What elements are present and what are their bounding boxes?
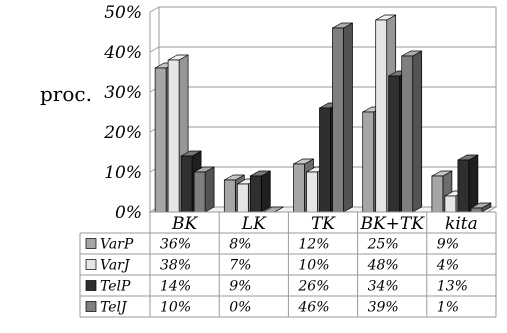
bar-TelJ-TK — [332, 27, 344, 213]
data-label: 0% — [229, 300, 251, 316]
bar-VarP-BK+TK — [362, 111, 375, 213]
x-tick-label: kita — [445, 214, 478, 234]
data-label: 13% — [437, 279, 468, 295]
bar-VarJ-kita — [444, 195, 457, 213]
y-tick-label: 30% — [104, 83, 142, 103]
legend-label: VarJ — [100, 258, 131, 274]
bar-TelP-TK — [319, 107, 331, 213]
data-label: 39% — [368, 300, 399, 316]
x-tick-label: BK — [171, 214, 198, 234]
y-tick-label: 0% — [115, 203, 142, 223]
bar-VarP-BK — [154, 67, 167, 213]
bar-TelJ-BK+TK — [401, 55, 414, 213]
data-label: 9% — [229, 279, 251, 295]
bar-TelP-LK — [249, 175, 262, 213]
x-tick-label: LK — [241, 214, 267, 234]
bar-VarP-TK — [293, 163, 305, 213]
bar-side-TelP — [468, 154, 479, 213]
legend-swatch-TelP — [85, 280, 97, 291]
y-tick-label: 40% — [103, 43, 142, 63]
bar-VarJ-TK — [306, 171, 318, 213]
y-tick-label: 50% — [104, 3, 142, 23]
data-label: 1% — [437, 300, 459, 316]
data-label: 8% — [229, 237, 251, 253]
x-tick-label: BK+TK — [359, 214, 425, 234]
data-label: 38% — [160, 258, 191, 274]
bar-VarP-LK — [223, 179, 236, 213]
legend-swatch-VarJ — [85, 259, 97, 270]
bar-TelJ-BK — [193, 171, 206, 213]
data-label: 14% — [160, 279, 191, 295]
bar-side-TelJ — [204, 166, 215, 213]
data-label: 10% — [160, 300, 191, 316]
data-label: 34% — [368, 279, 399, 295]
bar-side-TelJ — [412, 50, 423, 213]
gridline-depth — [149, 46, 160, 53]
bar-side-TelJ — [343, 22, 353, 213]
data-label: 25% — [367, 237, 399, 253]
bar-TelP-kita — [457, 159, 470, 213]
data-label: 48% — [367, 258, 399, 274]
legend-label: TelP — [100, 279, 131, 295]
data-label: 9% — [437, 237, 459, 253]
bar-VarJ-BK+TK — [375, 19, 388, 213]
y-tick-label: 20% — [103, 123, 142, 143]
bar-side-TelP — [260, 170, 271, 213]
data-label: 10% — [298, 258, 329, 274]
y-tick-label: 10% — [104, 163, 142, 183]
legend-label: VarP — [100, 237, 134, 253]
bar-VarP-kita — [431, 175, 444, 213]
data-label: 12% — [298, 237, 329, 253]
gridline-depth — [149, 6, 160, 13]
data-label: 26% — [297, 279, 329, 295]
bar-TelP-BK+TK — [388, 75, 401, 213]
legend-label: TelJ — [100, 300, 128, 316]
bar-TelP-BK — [180, 155, 193, 213]
data-label: 4% — [436, 258, 459, 274]
bar-TelJ-kita — [470, 207, 483, 213]
legend-swatch-TelJ — [85, 301, 97, 312]
bar-VarJ-LK — [236, 183, 249, 213]
data-label: 7% — [229, 258, 251, 274]
y-axis-title: proc. — [40, 82, 92, 106]
legend-swatch-VarP — [85, 238, 97, 249]
data-label: 36% — [160, 237, 191, 253]
data-label: 46% — [297, 300, 329, 316]
x-tick-label: TK — [311, 214, 336, 234]
bar-VarJ-BK — [167, 59, 180, 213]
